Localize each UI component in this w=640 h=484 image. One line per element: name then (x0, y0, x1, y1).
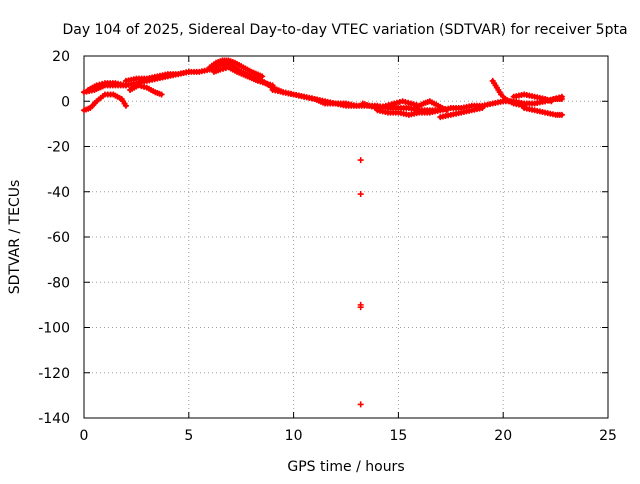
chart-title: Day 104 of 2025, Sidereal Day-to-day VTE… (62, 22, 627, 38)
series-arc-peak-lower (210, 64, 276, 89)
data-point (122, 102, 129, 109)
outlier-point (357, 191, 364, 198)
data-point (558, 111, 565, 118)
grid-layer (84, 56, 608, 418)
data-point (353, 102, 360, 109)
series-arc-morning-high (122, 68, 192, 84)
series-outliers (357, 157, 364, 408)
y-tick-label: -40 (47, 185, 70, 201)
y-axis-label: SDTVAR / TECUs (7, 180, 23, 295)
y-tick-label: 0 (61, 94, 70, 110)
data-point (259, 73, 266, 80)
x-tick-label: 0 (80, 428, 89, 444)
y-tick-label: 20 (52, 49, 70, 65)
data-layer (81, 57, 565, 408)
x-axis-label: GPS time / hours (287, 459, 404, 475)
data-point (185, 68, 192, 75)
outlier-point (357, 304, 364, 311)
series-arc-peak-upper (206, 57, 266, 80)
series-arc-midday (269, 86, 360, 109)
x-tick-label: 10 (285, 428, 303, 444)
data-point (443, 107, 450, 114)
series-arc-afternoon-c (412, 98, 450, 114)
series-arc-late-a (437, 105, 486, 121)
x-tick-label: 5 (184, 428, 193, 444)
y-tick-label: -120 (38, 366, 70, 382)
series-arc-early-high (85, 80, 129, 93)
y-tick-label: -20 (47, 140, 70, 156)
y-tick-label: -140 (38, 411, 70, 427)
x-tick-label: 25 (599, 428, 617, 444)
outlier-point (357, 157, 364, 164)
data-point (479, 105, 486, 112)
x-tick-label: 15 (389, 428, 407, 444)
series-arc-afternoon-a (359, 98, 423, 112)
series-arc-afternoon-b (374, 107, 444, 118)
y-tick-label: -80 (47, 275, 70, 291)
tick-layer: 0 5 10 15 20 25 20 0 -20 -40 -60 -80 -100 -120 -140 (38, 49, 617, 444)
y-tick-label: -60 (47, 230, 70, 246)
data-point (158, 91, 165, 98)
y-tick-label: -100 (38, 321, 70, 337)
series-arc-late-e (542, 93, 565, 105)
data-point (558, 93, 565, 100)
outlier-point (357, 401, 364, 408)
series-arc-late-d (521, 105, 565, 118)
x-tick-label: 20 (494, 428, 512, 444)
series-arc-morning-low (127, 82, 165, 98)
series-arc-early-low (81, 91, 129, 114)
